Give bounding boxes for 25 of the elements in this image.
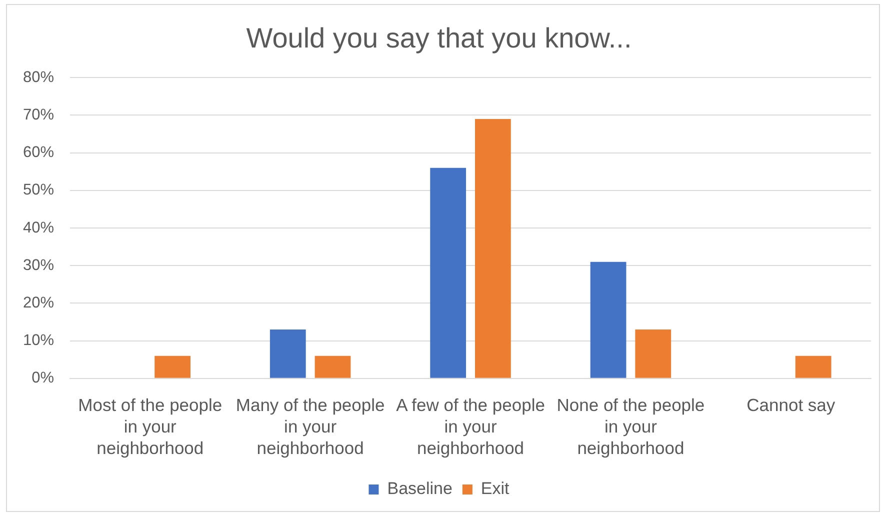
y-tick-label: 40% bbox=[22, 219, 54, 236]
y-tick-label: 0% bbox=[32, 370, 54, 387]
bar bbox=[590, 262, 626, 378]
y-tick-label: 60% bbox=[22, 144, 54, 162]
x-tick-label: Many of the people in your neighborhood bbox=[236, 395, 385, 458]
bar bbox=[314, 356, 351, 378]
bar bbox=[474, 118, 511, 378]
y-tick-label: 10% bbox=[22, 332, 54, 350]
x-tick-label: Cannot say bbox=[746, 395, 836, 416]
y-tick-label: 80% bbox=[22, 68, 54, 86]
bar bbox=[795, 356, 832, 378]
bar bbox=[154, 356, 190, 378]
y-tick-label: 30% bbox=[22, 256, 54, 274]
y-tick-label: 20% bbox=[22, 294, 54, 312]
x-tick-label: None of the people in your neighborhood bbox=[556, 395, 705, 458]
x-tick-label: A few of the people in your neighborhood bbox=[396, 395, 545, 458]
y-tick-label: 70% bbox=[22, 106, 54, 124]
bar bbox=[635, 330, 672, 378]
bar bbox=[270, 330, 306, 378]
legend-label: Exit bbox=[480, 479, 510, 498]
y-tick-label: 50% bbox=[22, 182, 54, 199]
legend-label: Baseline bbox=[387, 479, 452, 498]
x-tick-label: Most of the people in your neighborhood bbox=[78, 395, 222, 458]
chart-title: Would you say that you know... bbox=[246, 22, 632, 54]
bar bbox=[430, 168, 466, 378]
